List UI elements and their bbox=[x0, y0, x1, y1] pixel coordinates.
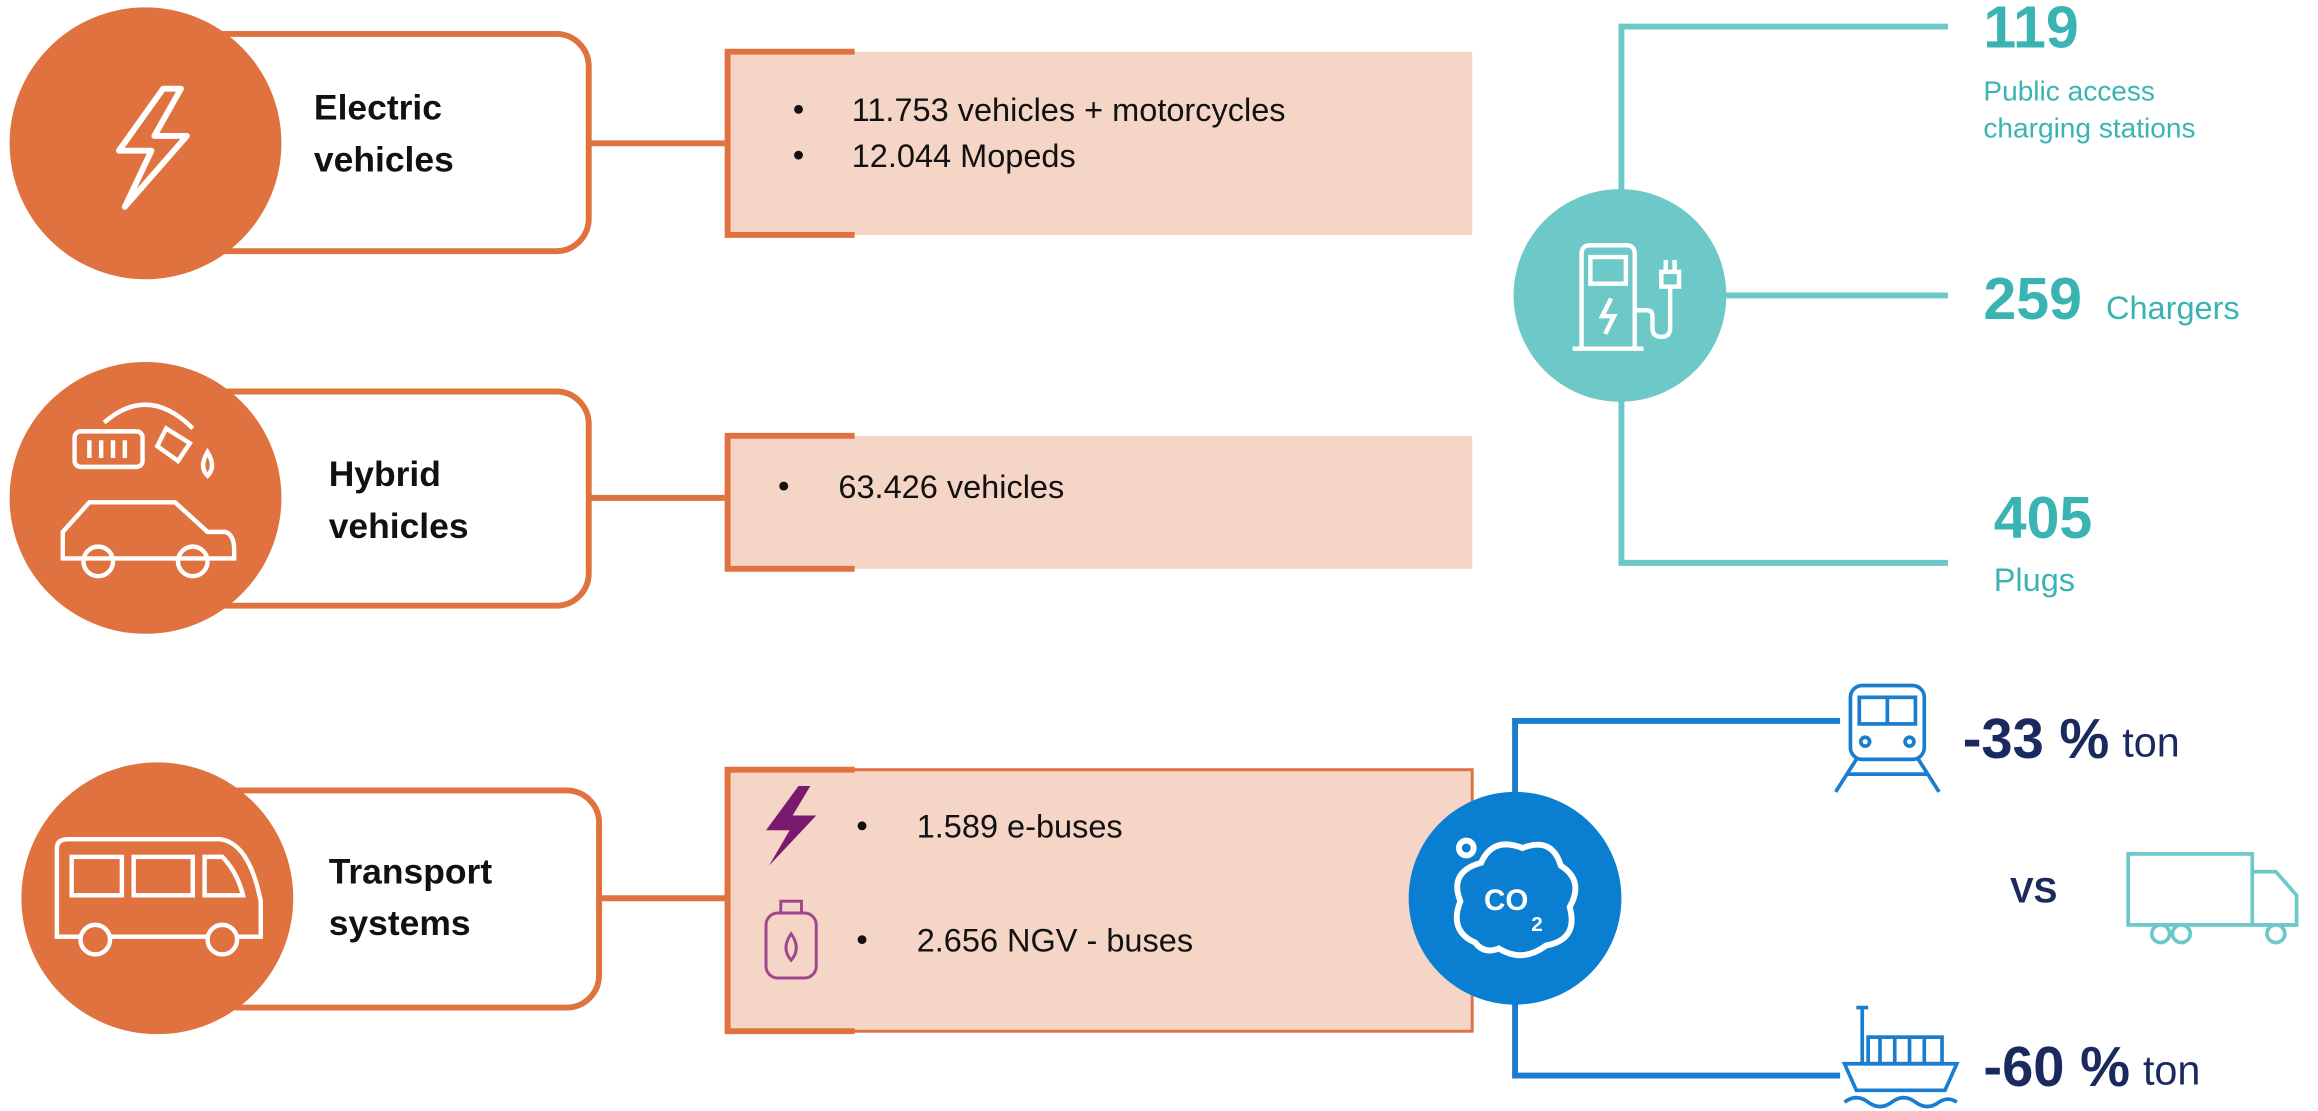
stat-value: 119 bbox=[1983, 0, 2078, 60]
box-bracket bbox=[724, 432, 855, 572]
row-label: vehicles bbox=[314, 139, 454, 179]
detail-box bbox=[724, 51, 1473, 235]
item-text: 63.426 vehicles bbox=[838, 469, 1064, 505]
stat-label: charging stations bbox=[1983, 112, 2195, 143]
stat-value: 405 bbox=[1994, 485, 2093, 551]
item-text: 2.656 NGV - buses bbox=[917, 922, 1193, 958]
reduction-unit: ton bbox=[2143, 1047, 2201, 1093]
co2-text: CO bbox=[1484, 884, 1528, 917]
detail-box bbox=[724, 768, 1474, 1033]
comparison-text: VS bbox=[2010, 871, 2057, 911]
row-label: vehicles bbox=[329, 506, 469, 546]
ship-icon bbox=[1841, 1005, 1960, 1109]
co2-subscript: 2 bbox=[1531, 913, 1542, 936]
co2-icon bbox=[1453, 837, 1579, 959]
bullet bbox=[857, 935, 867, 945]
row-label: Electric bbox=[314, 88, 442, 128]
ebus-icon bbox=[766, 785, 817, 866]
item-text: 12.044 Mopeds bbox=[852, 138, 1076, 174]
lightning-icon bbox=[115, 85, 190, 210]
bullet bbox=[794, 104, 803, 114]
train-icon bbox=[1834, 683, 1941, 793]
box-bracket bbox=[724, 766, 855, 1035]
reduction-value: -60 % bbox=[1983, 1035, 2130, 1098]
bullet bbox=[857, 821, 867, 831]
stat-value: 259 bbox=[1983, 266, 2082, 332]
detail-box bbox=[724, 435, 1473, 569]
transport-icon-circle bbox=[21, 762, 294, 1035]
stat-label: Plugs bbox=[1994, 562, 2075, 598]
reduction-unit: ton bbox=[2122, 719, 2180, 765]
bullet bbox=[779, 481, 789, 491]
item-text: 11.753 vehicles + motorcycles bbox=[852, 92, 1286, 128]
row-label: Hybrid bbox=[329, 454, 441, 494]
row-label: systems bbox=[329, 903, 471, 943]
gas-icon bbox=[764, 899, 818, 980]
bullet bbox=[794, 150, 803, 160]
charger-icon bbox=[1572, 243, 1682, 351]
box-bracket bbox=[724, 48, 855, 238]
row-label: Transport bbox=[329, 851, 493, 891]
electric-icon-circle bbox=[9, 7, 282, 280]
item-text: 1.589 e-buses bbox=[917, 809, 1123, 845]
bus-icon bbox=[54, 836, 263, 957]
hybrid-car-icon bbox=[60, 402, 237, 579]
truck-icon bbox=[2126, 852, 2299, 945]
stat-label: Chargers bbox=[2106, 290, 2240, 326]
reduction-value: -33 % bbox=[1963, 707, 2110, 770]
stat-label: Public access bbox=[1983, 75, 2155, 106]
charging-circle bbox=[1513, 189, 1727, 402]
